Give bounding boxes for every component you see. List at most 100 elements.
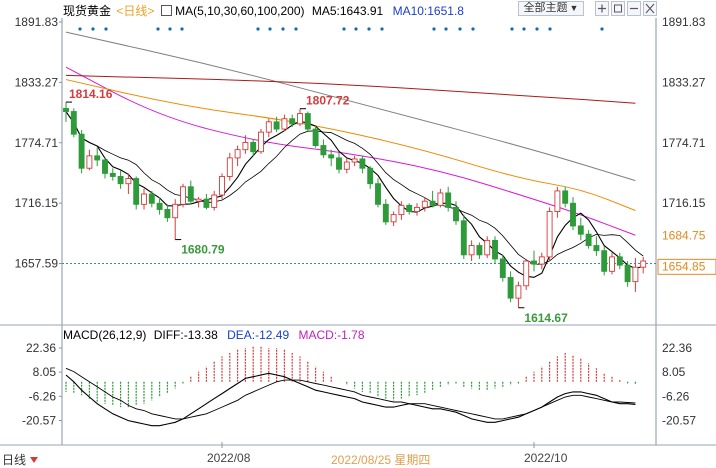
price-y-tick-left-2: 1774.71 (15, 136, 59, 150)
candle-body-21 (226, 157, 233, 177)
annotation-label-1: 1807.72 (306, 94, 350, 108)
footer-arrow-icon (30, 457, 39, 463)
candle-40 (375, 178, 381, 208)
candle-46 (421, 197, 428, 212)
ma100-line (65, 31, 636, 182)
candle-14 (172, 199, 179, 240)
period-selector[interactable]: <日线> (116, 4, 155, 18)
right-label-ma: 1684.75 (662, 228, 706, 242)
collapse-icon[interactable] (627, 1, 641, 16)
event-marker-13 (380, 27, 384, 31)
candle-28 (281, 114, 288, 132)
candle-body-10 (141, 193, 147, 205)
candle-body-5 (102, 159, 108, 174)
candle-body-57 (507, 277, 514, 299)
ma200-line (65, 74, 636, 104)
candle-59 (523, 258, 530, 290)
event-marker-5 (180, 27, 184, 31)
macd-header: MACD(26,12,9) DIFF:-13.38 DEA:-12.49 MAC… (63, 328, 365, 342)
event-marker-16 (458, 27, 462, 31)
candle-19 (211, 190, 218, 211)
fullscreen-icon[interactable] (643, 1, 657, 16)
candle-10 (141, 188, 147, 210)
candle-61 (538, 252, 545, 270)
candle-body-72 (624, 264, 631, 283)
candle-69 (601, 246, 608, 276)
candle-32 (312, 124, 319, 148)
expand-icon[interactable] (595, 1, 609, 16)
candle-27 (273, 116, 280, 133)
candle-body-20 (219, 176, 225, 196)
candle-45 (414, 203, 420, 216)
event-marker-4 (168, 27, 172, 31)
price-y-tick-right-1: 1833.27 (662, 75, 706, 89)
footer-period-label: 日线 (2, 453, 27, 467)
candle-21 (226, 152, 233, 181)
macd-y-tick-right-2: -6.26 (662, 389, 690, 403)
candle-body-42 (390, 214, 397, 223)
candle-body-1 (70, 111, 77, 135)
ma-params: MA(5,10,30,60,100,200) (175, 4, 305, 18)
candle-34 (328, 149, 335, 167)
candle-body-51 (460, 220, 467, 256)
candle-62 (546, 207, 553, 262)
candle-58 (515, 281, 522, 308)
candle-30 (297, 108, 303, 126)
candle-body-66 (577, 225, 584, 235)
candle-body-14 (172, 203, 179, 219)
candle-body-36 (343, 161, 350, 170)
candle-body-29 (289, 118, 296, 125)
candle-1 (70, 108, 77, 138)
ma-toggle-box[interactable] (160, 5, 172, 16)
x-cursor-date: 2022/08/25 星期四 (331, 453, 431, 467)
candle-body-46 (421, 200, 428, 208)
price-y-tick-left-4: 1657.59 (15, 257, 59, 271)
candle-6 (109, 168, 116, 181)
candle-body-35 (336, 157, 342, 170)
candle-body-50 (453, 206, 459, 222)
candle-body-43 (398, 204, 405, 216)
candle-52 (468, 240, 475, 262)
candle-body-61 (538, 256, 545, 265)
macd-y-tick-right-3: -20.57 (662, 414, 696, 428)
window-icon[interactable] (611, 1, 625, 16)
candle-31 (304, 111, 311, 133)
candle-54 (484, 236, 491, 258)
candle-body-23 (242, 142, 249, 151)
event-marker-11 (354, 27, 358, 31)
event-marker-21 (548, 27, 552, 31)
candle-43 (398, 201, 405, 220)
candle-53 (476, 242, 483, 259)
ma30-line (65, 66, 636, 236)
candle-body-28 (281, 118, 288, 130)
candle-body-73 (632, 266, 639, 283)
candle-body-31 (304, 113, 311, 130)
candle-body-38 (359, 158, 366, 169)
event-marker-12 (367, 27, 371, 31)
event-marker-6 (256, 27, 260, 31)
footer-period[interactable]: 日线 (2, 451, 39, 468)
event-marker-18 (510, 27, 514, 31)
event-marker-22 (600, 27, 604, 31)
candle-65 (570, 197, 576, 231)
candle-body-0 (63, 107, 69, 112)
candle-body-30 (297, 113, 303, 125)
event-marker-9 (294, 27, 298, 31)
candle-67 (585, 230, 592, 249)
event-marker-3 (156, 27, 160, 31)
event-marker-0 (78, 27, 82, 31)
candle-body-27 (273, 121, 280, 130)
candle-body-12 (156, 202, 163, 210)
candle-11 (148, 190, 155, 208)
theme-dropdown-button[interactable]: 全部主题 ▼ (518, 1, 584, 16)
chart-header: 现货黄金 <日线> MA(5,10,30,60,100,200) MA5:164… (63, 2, 464, 19)
candle-body-60 (531, 260, 537, 265)
candle-body-32 (312, 128, 319, 146)
candle-body-6 (109, 172, 116, 177)
candle-body-8 (125, 178, 132, 185)
macd-y-tick-left-3: -20.57 (22, 414, 56, 428)
candle-body-26 (265, 121, 272, 133)
candle-18 (203, 194, 210, 210)
ma5-value: MA5:1643.91 (311, 4, 384, 18)
candle-68 (593, 236, 600, 256)
